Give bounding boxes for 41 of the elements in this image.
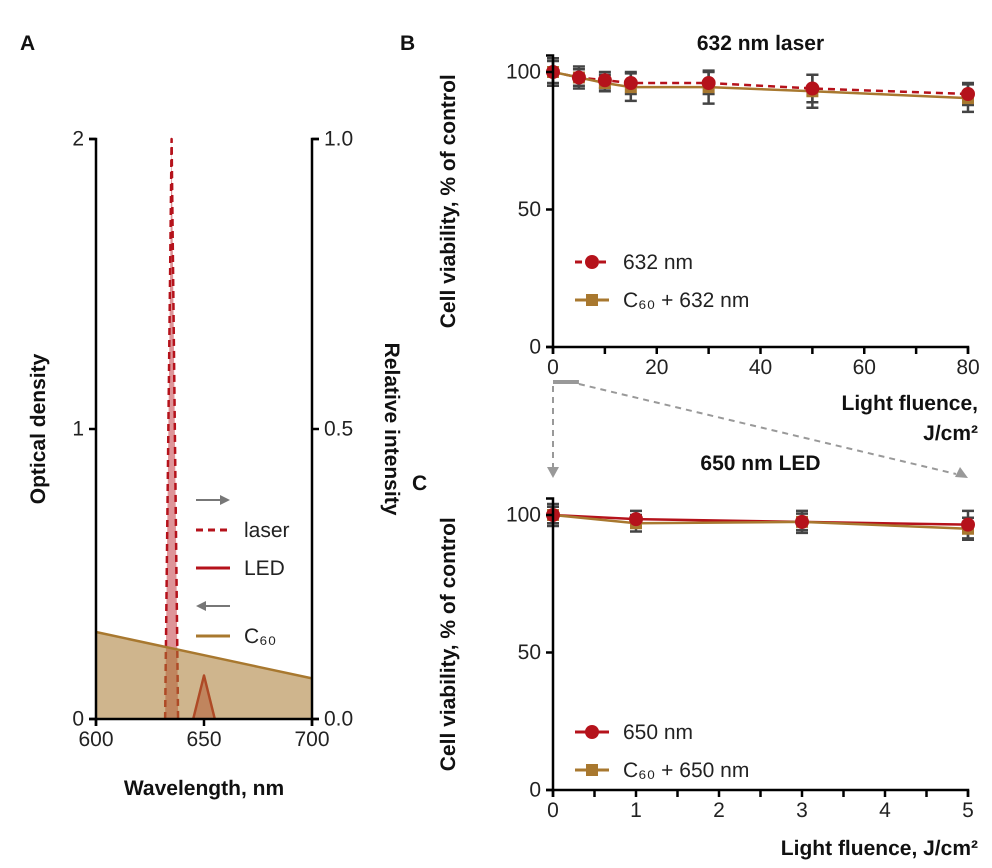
text: A	[20, 32, 36, 55]
chart-title: 632 nm laser	[696, 32, 824, 55]
x-tick-label: 40	[748, 356, 772, 379]
y-tick-label: 0	[529, 778, 541, 802]
x-tick-label: 2	[713, 798, 725, 822]
x-axis-title: Light fluence, J/cm²	[842, 392, 978, 445]
y-tick-label: 2	[72, 128, 84, 151]
y2-tick-label: 0.5	[324, 418, 354, 441]
x-axis-title: Light fluence, J/cm²	[780, 837, 978, 860]
legend-label: C₆₀ + 650 nm	[623, 759, 750, 782]
y-tick-label: 100	[506, 504, 541, 527]
chart-title: 650 nm LED	[700, 452, 821, 475]
y-axis-title: Cell viability, % of control	[437, 74, 460, 328]
y-tick-label: 100	[506, 60, 541, 84]
text: C	[412, 472, 428, 495]
x-tick-label: 650	[186, 728, 222, 751]
legend-label: 650 nm	[623, 721, 694, 744]
x-tick-label: 0	[547, 356, 559, 379]
x-tick-label: 0	[547, 798, 559, 822]
x-axis-title: Wavelength, nm	[124, 777, 284, 800]
x-tick-label: 60	[852, 356, 876, 379]
x-tick-label: 80	[956, 356, 980, 379]
legend-label: C₆₀ + 632 nm	[623, 289, 750, 312]
y2-tick-label: 1.0	[324, 128, 354, 151]
y-axis-title: Optical density	[27, 353, 50, 504]
legend-label: 632 nm	[623, 251, 694, 274]
y-tick-label: 50	[518, 641, 541, 664]
y-tick-label: 50	[518, 198, 541, 222]
x-tick-label: 3	[796, 798, 808, 822]
text: B	[400, 32, 416, 55]
x-tick-label: 5	[962, 798, 974, 822]
y-tick-label: 0	[529, 336, 541, 359]
legend-label: C₆₀	[244, 625, 276, 648]
legend-label: laser	[244, 519, 290, 542]
y2-axis-title: Relative intensity	[380, 342, 403, 516]
y-axis-title: Cell viability, % of control	[437, 517, 460, 772]
x-tick-label: 4	[879, 798, 892, 822]
legend-label: LED	[244, 557, 285, 580]
x-tick-label: 1	[630, 798, 642, 822]
y-tick-label: 1	[72, 418, 84, 441]
x-tick-label: 20	[645, 356, 668, 379]
